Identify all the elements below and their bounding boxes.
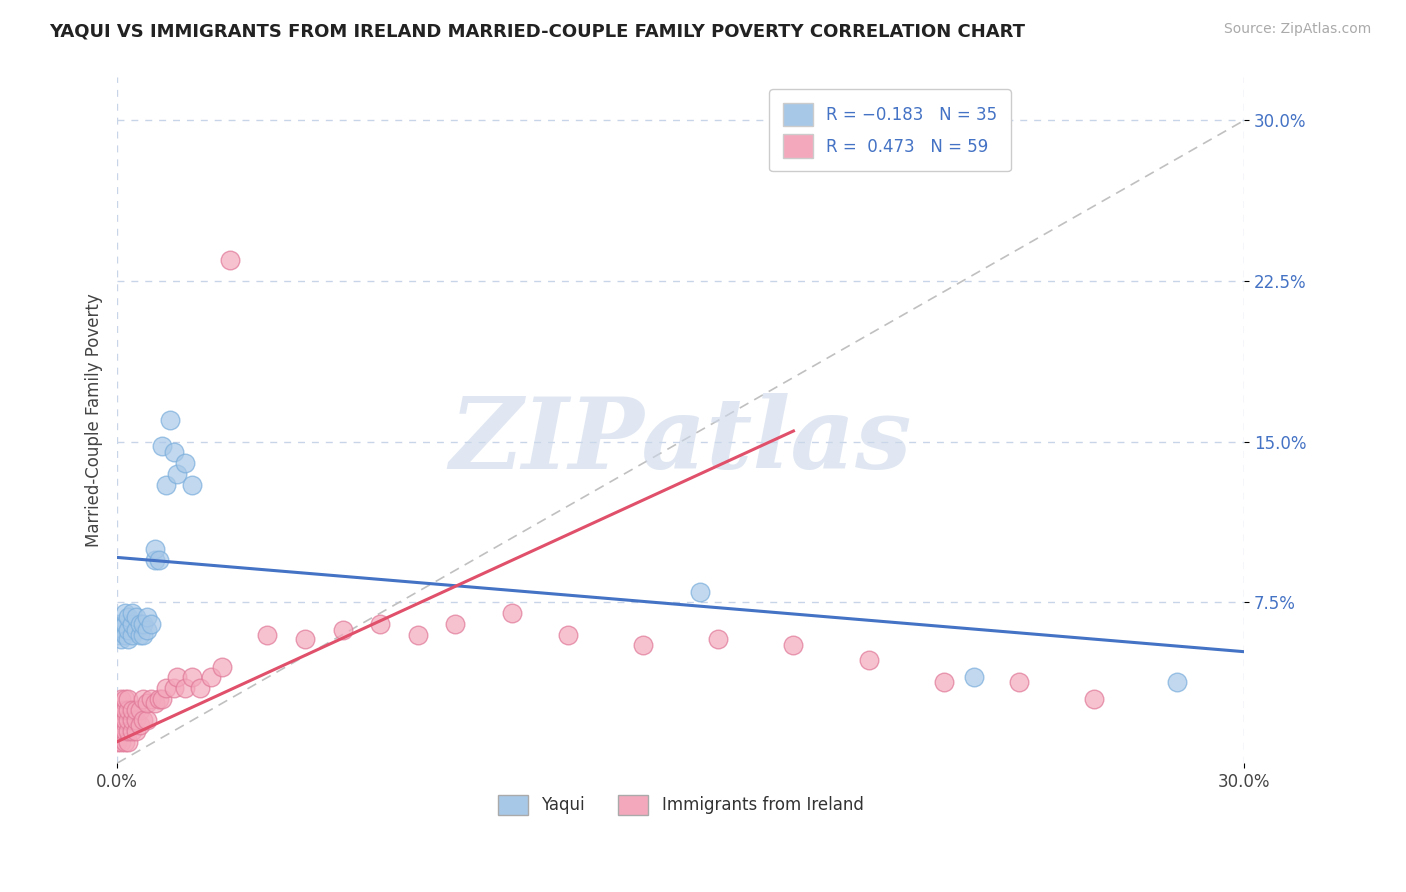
Point — [121, 723, 143, 738]
Point — [114, 606, 136, 620]
Point — [1083, 691, 1105, 706]
Point — [110, 723, 132, 738]
Point — [143, 541, 166, 556]
Point — [181, 477, 204, 491]
Point — [117, 691, 139, 706]
Point — [150, 691, 173, 706]
Point — [166, 467, 188, 481]
Point — [117, 702, 139, 716]
Point — [117, 610, 139, 624]
Point — [136, 624, 159, 638]
Point — [557, 627, 579, 641]
Point — [110, 632, 132, 646]
Point — [200, 670, 222, 684]
Point — [159, 413, 181, 427]
Point — [117, 713, 139, 727]
Y-axis label: Married-Couple Family Poverty: Married-Couple Family Poverty — [86, 293, 103, 547]
Point — [110, 713, 132, 727]
Point — [136, 696, 159, 710]
Point — [128, 717, 150, 731]
Point — [132, 616, 155, 631]
Point — [155, 477, 177, 491]
Point — [162, 681, 184, 695]
Point — [110, 621, 132, 635]
Point — [117, 735, 139, 749]
Point — [105, 713, 128, 727]
Point — [117, 723, 139, 738]
Point — [117, 624, 139, 638]
Point — [110, 735, 132, 749]
Point — [136, 713, 159, 727]
Point — [114, 723, 136, 738]
Point — [689, 584, 711, 599]
Point — [782, 638, 804, 652]
Point — [110, 702, 132, 716]
Point — [121, 627, 143, 641]
Point — [1166, 674, 1188, 689]
Point — [166, 670, 188, 684]
Point — [132, 691, 155, 706]
Point — [114, 735, 136, 749]
Point — [501, 606, 523, 620]
Point — [105, 723, 128, 738]
Point — [963, 670, 986, 684]
Point — [105, 702, 128, 716]
Legend: Yaqui, Immigrants from Ireland: Yaqui, Immigrants from Ireland — [489, 787, 872, 823]
Point — [121, 713, 143, 727]
Point — [125, 610, 148, 624]
Point — [125, 624, 148, 638]
Point — [173, 681, 195, 695]
Point — [444, 616, 467, 631]
Point — [114, 713, 136, 727]
Point — [125, 713, 148, 727]
Point — [121, 616, 143, 631]
Point — [332, 624, 354, 638]
Point — [188, 681, 211, 695]
Point — [256, 627, 278, 641]
Point — [105, 735, 128, 749]
Point — [155, 681, 177, 695]
Point — [136, 610, 159, 624]
Point — [173, 456, 195, 470]
Point — [114, 616, 136, 631]
Point — [128, 627, 150, 641]
Point — [121, 702, 143, 716]
Point — [114, 691, 136, 706]
Text: Source: ZipAtlas.com: Source: ZipAtlas.com — [1223, 22, 1371, 37]
Point — [162, 445, 184, 459]
Point — [114, 627, 136, 641]
Point — [143, 696, 166, 710]
Point — [105, 627, 128, 641]
Point — [105, 616, 128, 631]
Point — [143, 552, 166, 566]
Point — [128, 616, 150, 631]
Point — [368, 616, 391, 631]
Point — [132, 627, 155, 641]
Point — [110, 691, 132, 706]
Point — [114, 702, 136, 716]
Point — [1008, 674, 1031, 689]
Point — [406, 627, 429, 641]
Point — [139, 616, 162, 631]
Point — [125, 702, 148, 716]
Point — [139, 691, 162, 706]
Point — [181, 670, 204, 684]
Point — [121, 606, 143, 620]
Point — [219, 252, 242, 267]
Text: ZIPatlas: ZIPatlas — [450, 392, 912, 489]
Point — [150, 439, 173, 453]
Text: YAQUI VS IMMIGRANTS FROM IRELAND MARRIED-COUPLE FAMILY POVERTY CORRELATION CHART: YAQUI VS IMMIGRANTS FROM IRELAND MARRIED… — [49, 22, 1025, 40]
Point — [932, 674, 955, 689]
Point — [128, 702, 150, 716]
Point — [631, 638, 654, 652]
Point — [117, 632, 139, 646]
Point — [148, 691, 170, 706]
Point — [148, 552, 170, 566]
Point — [125, 723, 148, 738]
Point — [707, 632, 730, 646]
Point — [294, 632, 316, 646]
Point — [132, 713, 155, 727]
Point — [211, 659, 233, 673]
Point — [858, 653, 880, 667]
